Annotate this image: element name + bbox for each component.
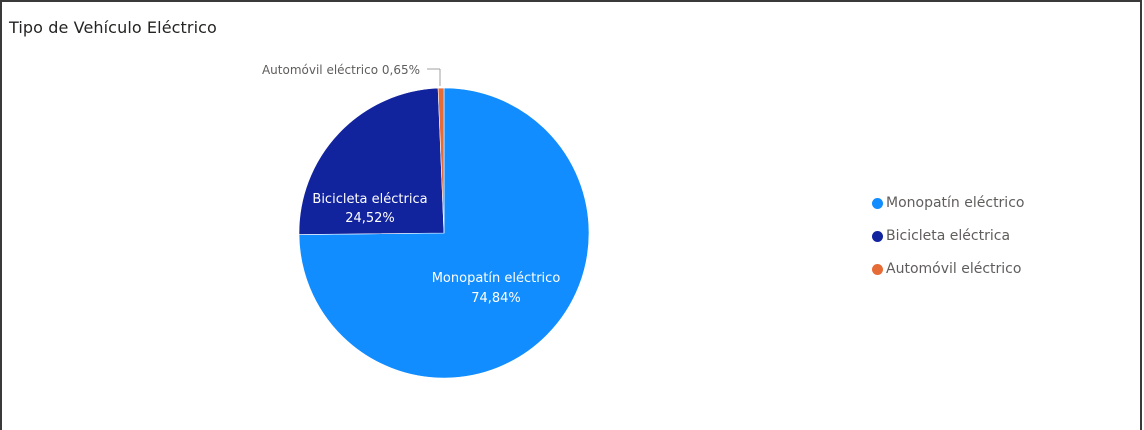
legend-label: Monopatín eléctrico	[886, 195, 1024, 211]
legend-dot-icon	[872, 198, 883, 209]
slice-label-bicicleta-value: 24,52%	[345, 211, 395, 226]
legend-label: Automóvil eléctrico	[886, 261, 1021, 277]
slice-label-monopatin-value: 74,84%	[471, 291, 521, 306]
legend-item-monopatin[interactable]: Monopatín eléctrico	[872, 192, 1024, 214]
chart-legend: Monopatín eléctrico Bicicleta eléctrica …	[872, 192, 1024, 291]
legend-label: Bicicleta eléctrica	[886, 228, 1010, 244]
legend-dot-icon	[872, 264, 883, 275]
slice-label-bicicleta-category: Bicicleta eléctrica	[312, 192, 427, 207]
legend-item-automovil[interactable]: Automóvil eléctrico	[872, 258, 1024, 280]
slice-label-monopatin-category: Monopatín eléctrico	[432, 271, 561, 286]
slice-label-automovil-outside: Automóvil eléctrico 0,65%	[262, 63, 420, 77]
legend-item-bicicleta[interactable]: Bicicleta eléctrica	[872, 225, 1024, 247]
legend-dot-icon	[872, 231, 883, 242]
